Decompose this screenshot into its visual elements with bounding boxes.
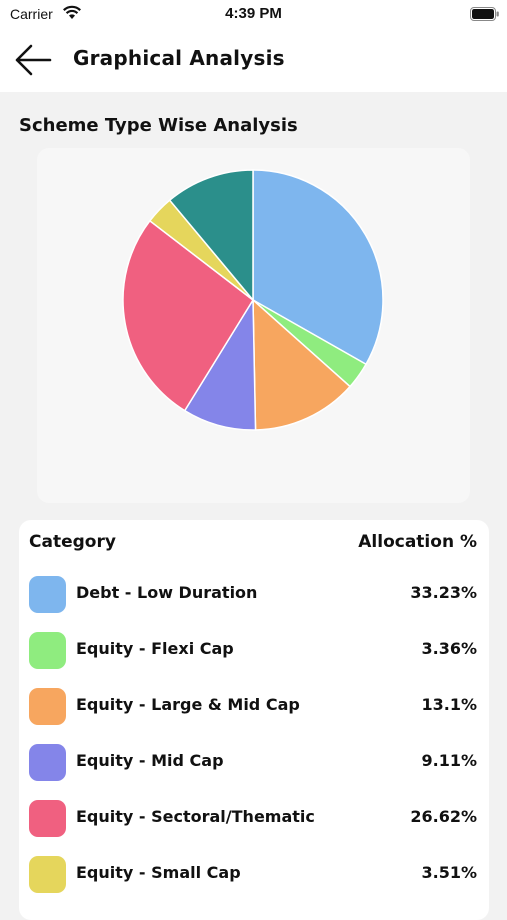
pie-slice — [252, 298, 352, 431]
table-row: Debt - Low Duration 33.23% — [19, 574, 489, 614]
color-swatch — [29, 688, 66, 725]
table-row: Equity - Mid Cap 9.11% — [19, 742, 489, 782]
pie-slice — [122, 219, 254, 412]
color-swatch — [29, 800, 66, 837]
allocation-value: 3.36% — [421, 639, 477, 658]
category-label: Equity - Flexi Cap — [76, 639, 234, 658]
allocation-header: Allocation % — [358, 532, 477, 552]
wifi-icon — [63, 5, 81, 19]
table-row: Equity - Sectoral/Thematic 26.62% — [19, 798, 489, 838]
clock: 4:39 PM — [225, 5, 282, 22]
category-label: Equity - Small Cap — [76, 863, 241, 882]
allocation-value: 9.11% — [421, 751, 477, 770]
allocation-value: 33.23% — [410, 583, 477, 602]
color-swatch — [29, 856, 66, 893]
allocation-value: 3.51% — [421, 863, 477, 882]
table-row: Equity - Large & Mid Cap 13.1% — [19, 686, 489, 726]
color-swatch — [29, 576, 66, 613]
table-row: Equity - Small Cap 3.51% — [19, 854, 489, 894]
category-header: Category — [29, 532, 116, 552]
pie-slice — [168, 169, 254, 303]
nav-header: Graphical Analysis — [0, 30, 507, 92]
category-label: Equity - Sectoral/Thematic — [76, 807, 315, 826]
page-title: Graphical Analysis — [73, 46, 285, 70]
pie-chart-card — [37, 148, 470, 503]
category-label: Equity - Mid Cap — [76, 751, 224, 770]
pie-chart — [122, 169, 384, 431]
pie-slice — [252, 169, 384, 366]
carrier-label: Carrier — [10, 6, 53, 22]
allocation-table: Category Allocation % Debt - Low Duratio… — [19, 520, 489, 920]
category-label: Debt - Low Duration — [76, 583, 258, 602]
allocation-value: 26.62% — [410, 807, 477, 826]
category-label: Equity - Large & Mid Cap — [76, 695, 300, 714]
table-row: Equity - Flexi Cap 3.36% — [19, 630, 489, 670]
back-button[interactable] — [12, 42, 54, 78]
status-bar: Carrier 4:39 PM — [0, 0, 507, 30]
color-swatch — [29, 632, 66, 669]
color-swatch — [29, 744, 66, 781]
back-arrow-icon — [15, 44, 52, 76]
battery-icon — [470, 7, 499, 21]
section-title: Scheme Type Wise Analysis — [19, 115, 298, 136]
allocation-value: 13.1% — [421, 695, 477, 714]
